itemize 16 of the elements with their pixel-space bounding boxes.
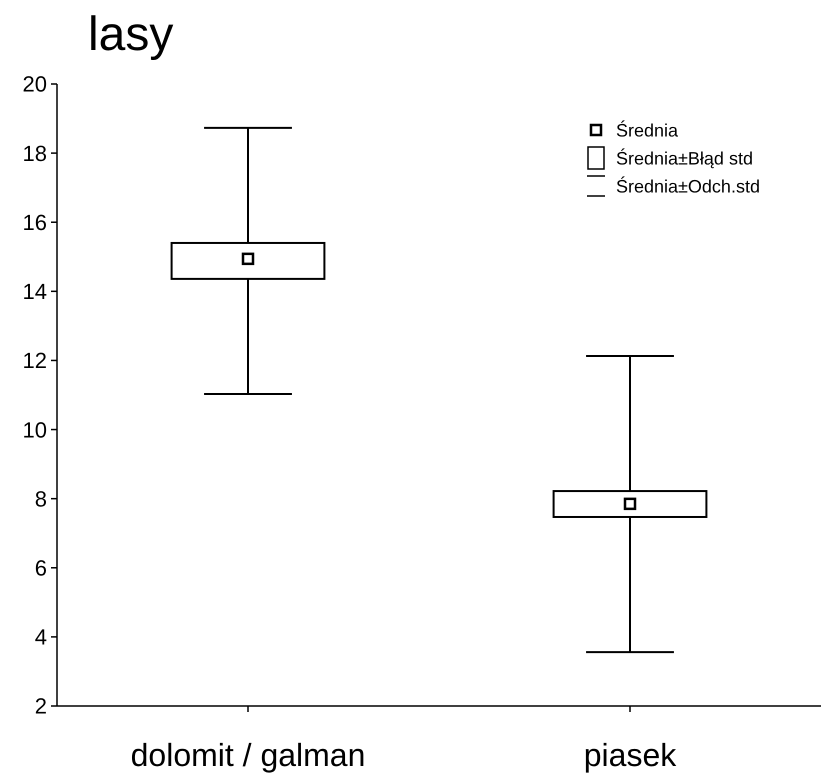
y-tick-label: 16 [22,210,47,235]
y-tick-label: 6 [34,555,47,580]
y-tick-label: 12 [22,348,47,374]
y-tick-label: 4 [34,624,47,650]
y-tick-label: 20 [22,72,47,97]
y-tick-label: 10 [22,417,47,442]
chart-title: lasy [88,8,174,61]
annotation: Średnia±Odch.std [616,175,760,196]
y-tick-label: 2 [34,694,47,719]
y-tick-label: 14 [22,279,47,304]
y-tick-label: 18 [22,140,47,166]
x-tick-label: dolomit / galman [130,737,366,773]
annotation: Średnia [616,119,680,140]
x-tick-label: piasek [584,737,678,773]
annotation: Średnia±Błąd std [616,147,753,168]
y-tick-label: 8 [34,486,47,512]
